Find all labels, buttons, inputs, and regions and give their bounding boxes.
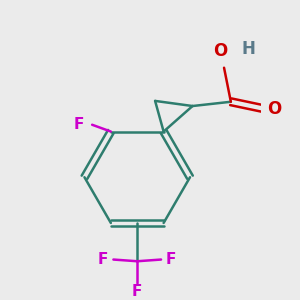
Text: F: F <box>166 252 176 267</box>
Text: O: O <box>213 42 227 60</box>
Text: F: F <box>73 117 84 132</box>
Text: O: O <box>268 100 282 118</box>
Text: F: F <box>132 284 142 298</box>
Text: H: H <box>241 40 255 58</box>
Text: F: F <box>98 252 108 267</box>
